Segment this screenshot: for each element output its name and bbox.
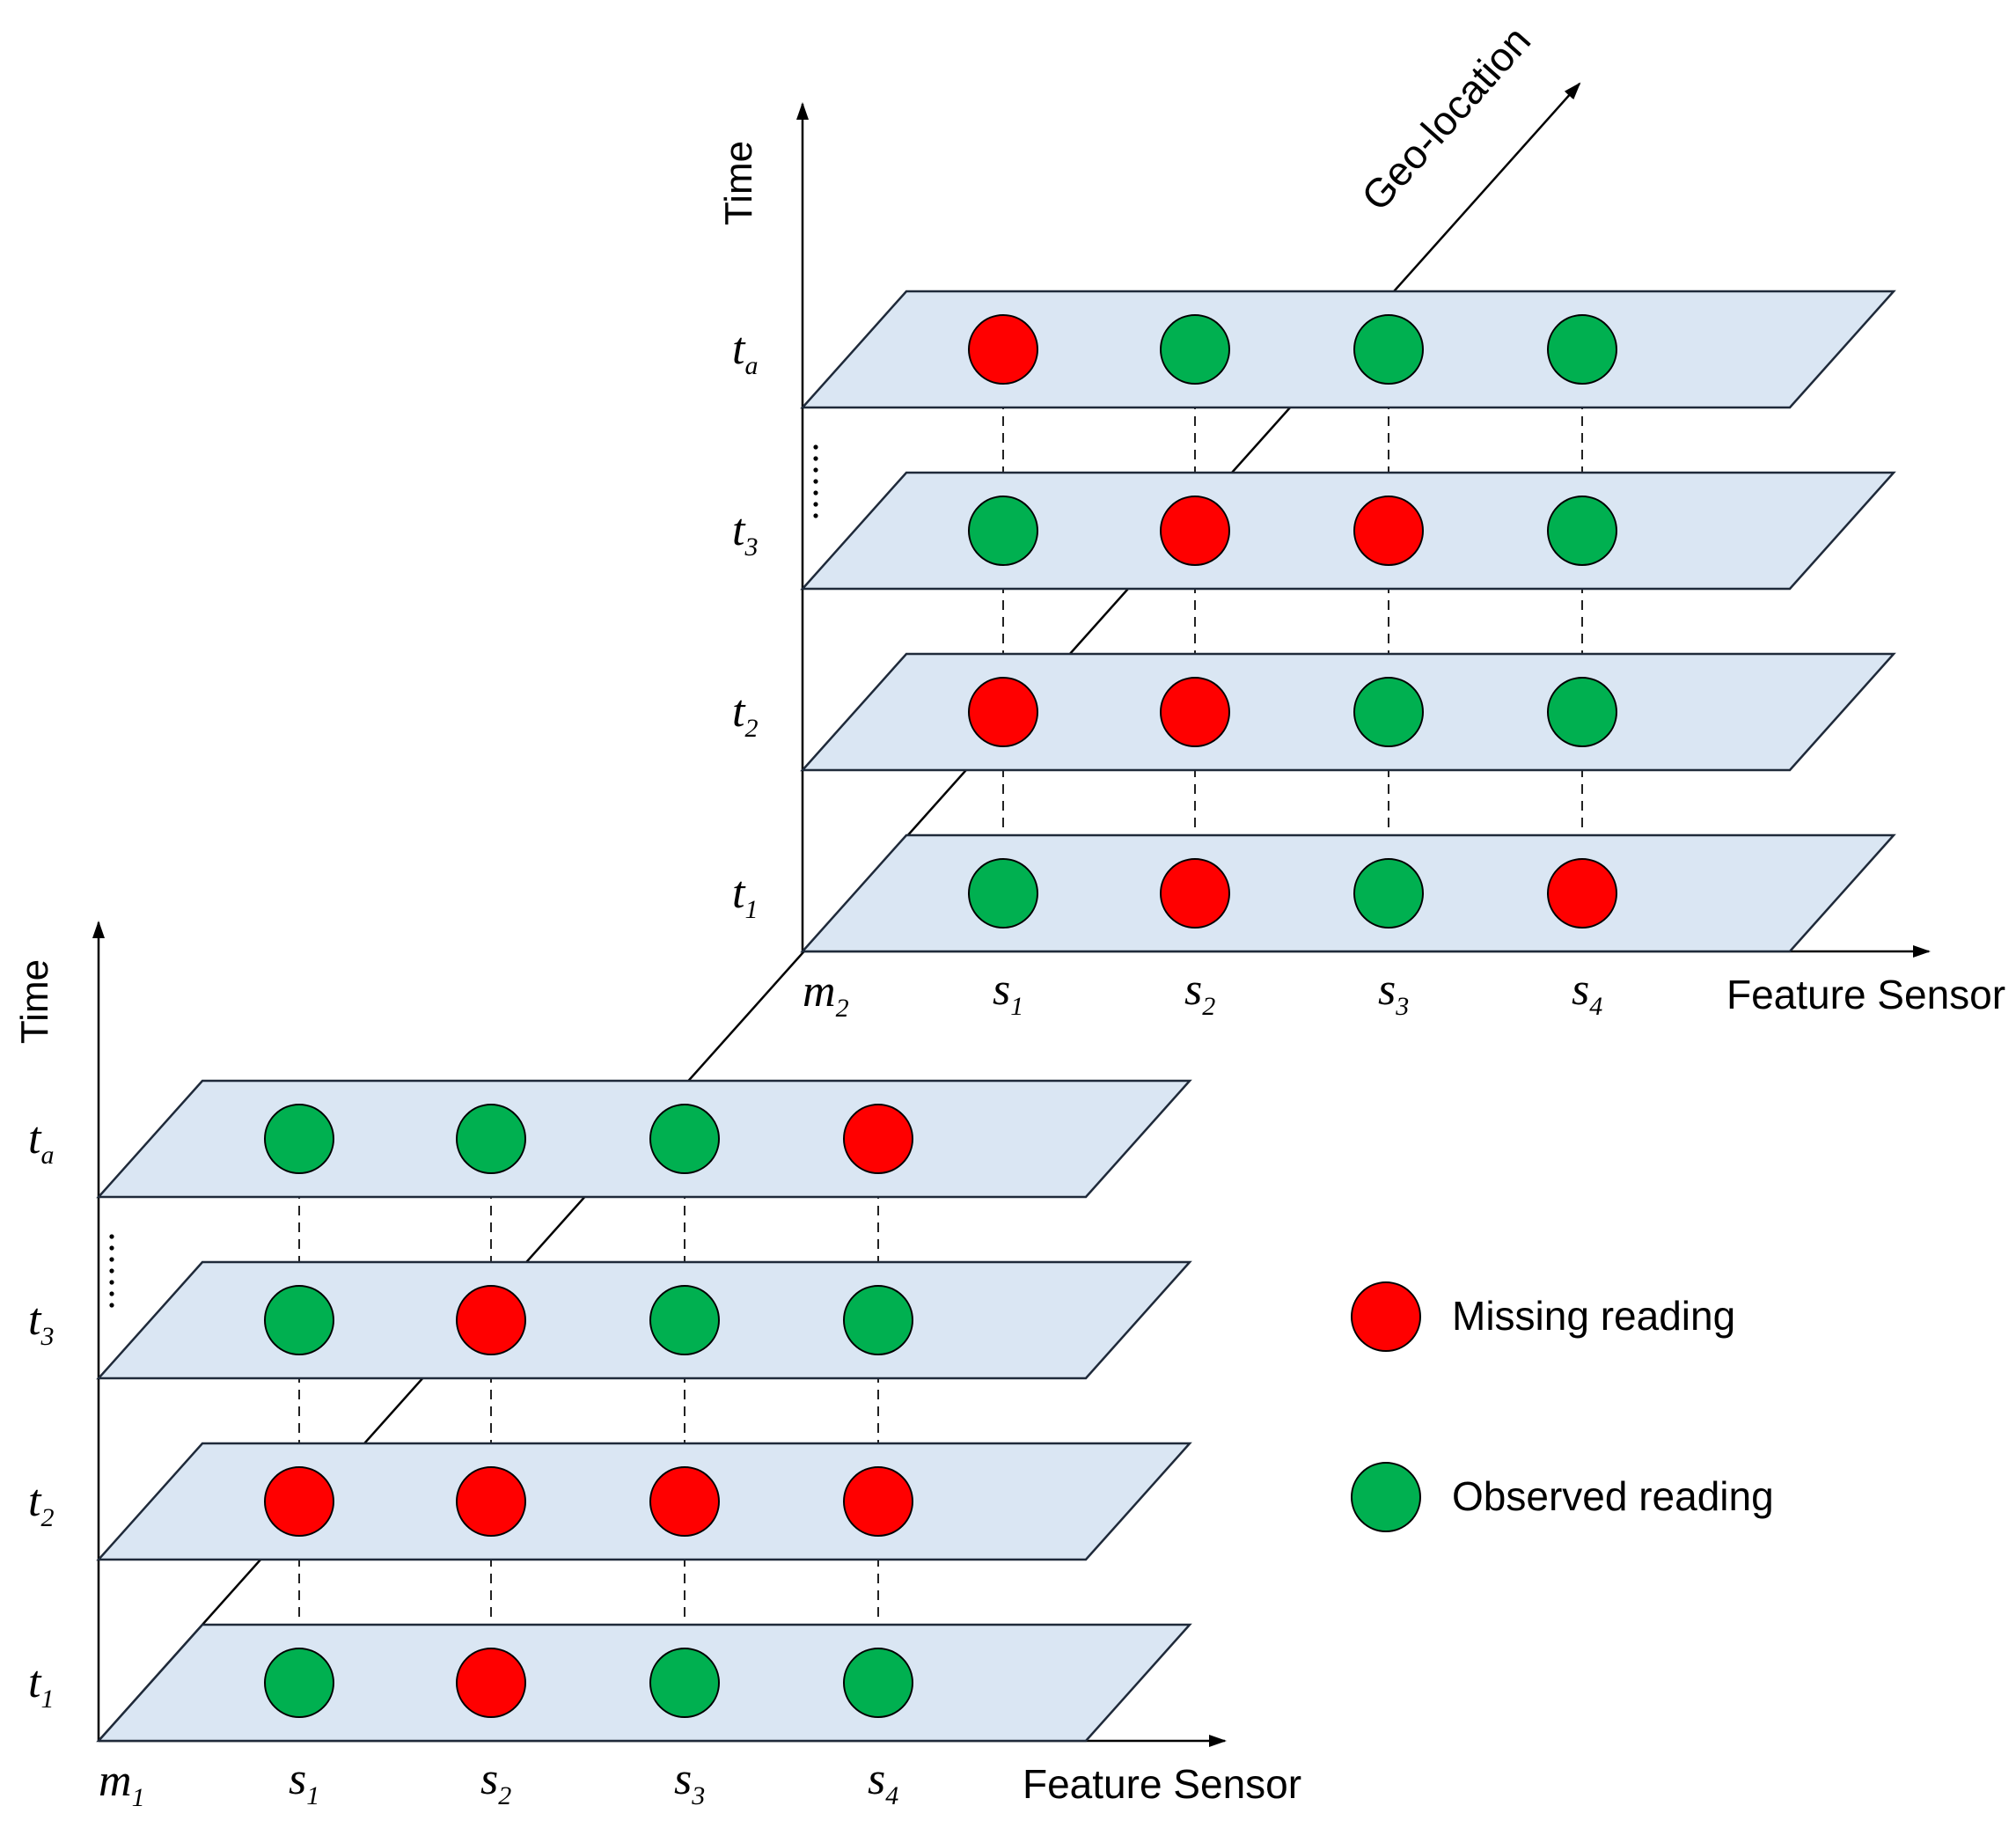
time-label-m2-1: t1 bbox=[732, 868, 758, 924]
time-slice-plane-m2-1 bbox=[800, 833, 1896, 953]
observed-reading-m2-3-s4 bbox=[1547, 496, 1617, 566]
location-label-m1: m1 bbox=[99, 1756, 145, 1812]
observed-reading-m2-a-s3 bbox=[1353, 314, 1424, 385]
ellipsis-dot-m2 bbox=[813, 490, 818, 496]
ellipsis-dot-m2 bbox=[813, 513, 818, 518]
observed-reading-m2-1-s3 bbox=[1353, 858, 1424, 929]
legend-missing-marker bbox=[1351, 1281, 1421, 1352]
observed-reading-m1-1-s3 bbox=[649, 1648, 720, 1718]
missing-reading-m1-1-s2 bbox=[456, 1648, 526, 1718]
time-slice-plane-m1-1 bbox=[96, 1623, 1192, 1743]
time-axis-label-m1: Time bbox=[13, 959, 56, 1044]
feature-axis-label-m1: Feature Sensor bbox=[1023, 1761, 1301, 1807]
sensor-label-m2-4: s4 bbox=[1572, 965, 1602, 1021]
ellipsis-dot-m1 bbox=[109, 1245, 114, 1251]
sensor-label-m1-3: s3 bbox=[674, 1754, 705, 1810]
observed-reading-m2-a-s2 bbox=[1160, 314, 1230, 385]
sensor-label-m1-4: s4 bbox=[868, 1754, 898, 1810]
location-label-m2: m2 bbox=[803, 966, 849, 1023]
time-slice-plane-m1-a bbox=[96, 1079, 1192, 1199]
missing-reading-m1-2-s4 bbox=[843, 1466, 913, 1537]
ellipsis-dot-m1 bbox=[109, 1257, 114, 1262]
missing-reading-m2-2-s1 bbox=[968, 677, 1038, 747]
time-label-m1-a: ta bbox=[28, 1113, 54, 1170]
ellipsis-dot-m1 bbox=[109, 1280, 114, 1285]
observed-reading-m1-a-s1 bbox=[264, 1104, 334, 1174]
observed-reading-m1-1-s1 bbox=[264, 1648, 334, 1718]
ellipsis-dot-m1 bbox=[109, 1234, 114, 1239]
time-label-m2-3: t3 bbox=[732, 505, 758, 562]
missing-reading-m2-3-s3 bbox=[1353, 496, 1424, 566]
observed-reading-m2-2-s4 bbox=[1547, 677, 1617, 747]
time-slice-plane-m1-2 bbox=[96, 1442, 1192, 1561]
time-slice-plane-m2-2 bbox=[800, 652, 1896, 772]
missing-reading-m1-2-s3 bbox=[649, 1466, 720, 1537]
time-label-m1-3: t3 bbox=[28, 1295, 54, 1351]
missing-reading-m2-3-s2 bbox=[1160, 496, 1230, 566]
time-label-m1-2: t2 bbox=[28, 1476, 54, 1532]
observed-reading-m1-a-s3 bbox=[649, 1104, 720, 1174]
legend-observed-label: Observed reading bbox=[1452, 1473, 1774, 1519]
observed-reading-m2-2-s3 bbox=[1353, 677, 1424, 747]
time-label-m1-1: t1 bbox=[28, 1657, 54, 1714]
sensor-label-m2-3: s3 bbox=[1378, 965, 1409, 1021]
observed-reading-m1-1-s4 bbox=[843, 1648, 913, 1718]
time-axis-label-m2: Time bbox=[717, 141, 760, 225]
missing-reading-m1-2-s2 bbox=[456, 1466, 526, 1537]
observed-reading-m1-3-s4 bbox=[843, 1285, 913, 1355]
time-slice-plane-m2-3 bbox=[800, 471, 1896, 591]
ellipsis-dot-m2 bbox=[813, 479, 818, 484]
missing-reading-m1-2-s1 bbox=[264, 1466, 334, 1537]
observed-reading-m1-3-s3 bbox=[649, 1285, 720, 1355]
observed-reading-m1-a-s2 bbox=[456, 1104, 526, 1174]
sensor-label-m1-1: s1 bbox=[289, 1754, 319, 1810]
missing-reading-m1-3-s2 bbox=[456, 1285, 526, 1355]
missing-reading-m2-2-s2 bbox=[1160, 677, 1230, 747]
observed-reading-m2-1-s1 bbox=[968, 858, 1038, 929]
sensor-label-m1-2: s2 bbox=[480, 1754, 511, 1810]
geo-location-label: Geo-location bbox=[1353, 18, 1539, 219]
ellipsis-dot-m1 bbox=[109, 1303, 114, 1308]
missing-reading-m2-1-s4 bbox=[1547, 858, 1617, 929]
sensor-label-m2-2: s2 bbox=[1184, 965, 1215, 1021]
legend-observed-marker bbox=[1351, 1462, 1421, 1532]
legend-missing-label: Missing reading bbox=[1452, 1293, 1735, 1339]
feature-axis-label-m2: Feature Sensor bbox=[1726, 972, 2005, 1017]
ellipsis-dot-m1 bbox=[109, 1291, 114, 1296]
ellipsis-dot-m2 bbox=[813, 502, 818, 507]
sensor-label-m2-1: s1 bbox=[993, 965, 1023, 1021]
time-slice-plane-m1-3 bbox=[96, 1260, 1192, 1380]
ellipsis-dot-m2 bbox=[813, 456, 818, 461]
missing-reading-m1-a-s4 bbox=[843, 1104, 913, 1174]
time-label-m2-2: t2 bbox=[732, 686, 758, 743]
missing-reading-m2-a-s1 bbox=[968, 314, 1038, 385]
observed-reading-m1-3-s1 bbox=[264, 1285, 334, 1355]
observed-reading-m2-3-s1 bbox=[968, 496, 1038, 566]
time-slice-plane-m2-a bbox=[800, 290, 1896, 409]
ellipsis-dot-m2 bbox=[813, 444, 818, 450]
ellipsis-dot-m2 bbox=[813, 467, 818, 473]
observed-reading-m2-a-s4 bbox=[1547, 314, 1617, 385]
time-label-m2-a: ta bbox=[732, 324, 758, 380]
ellipsis-dot-m1 bbox=[109, 1268, 114, 1274]
missing-reading-m2-1-s2 bbox=[1160, 858, 1230, 929]
